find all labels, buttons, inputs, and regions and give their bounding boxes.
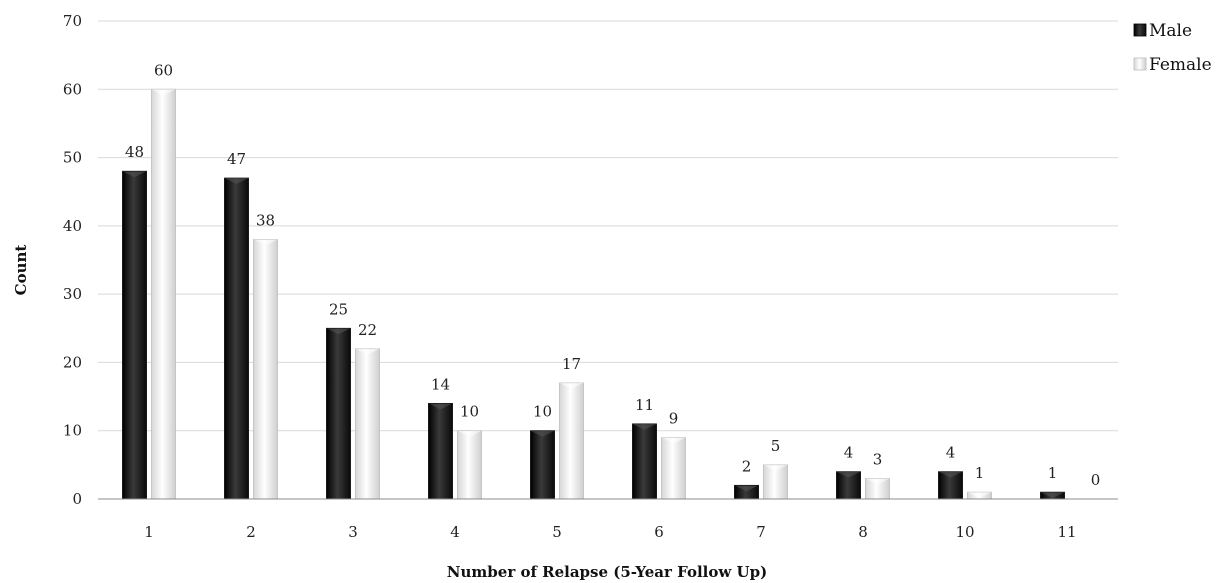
bar-female — [457, 430, 482, 500]
data-label-male: 11 — [635, 396, 654, 414]
y-tick-label: 50 — [63, 149, 82, 167]
bar-cap-male — [938, 471, 963, 478]
y-tick-label: 70 — [63, 12, 82, 30]
data-label-female: 1 — [975, 464, 985, 482]
bar-female — [253, 239, 278, 500]
x-tick-label: 6 — [654, 523, 664, 541]
legend-label-female: Female — [1149, 55, 1212, 75]
y-tick-label: 40 — [63, 217, 82, 235]
y-tick-label: 60 — [63, 80, 82, 98]
bar-cap-male — [836, 471, 861, 478]
data-label-male: 1 — [1048, 464, 1058, 482]
data-label-female: 60 — [154, 61, 173, 79]
bar-female — [661, 437, 686, 500]
data-label-female: 5 — [771, 437, 781, 455]
bar-female — [151, 88, 176, 500]
data-label-male: 4 — [844, 444, 854, 462]
bar-cap-male — [530, 430, 555, 437]
x-tick-label: 5 — [552, 523, 562, 541]
data-label-female: 9 — [669, 410, 679, 428]
x-tick-label: 2 — [246, 523, 256, 541]
y-tick-label: 10 — [63, 422, 82, 440]
bar-male — [428, 402, 453, 500]
x-tick-label: 7 — [756, 523, 766, 541]
x-tick-label: 8 — [858, 523, 868, 541]
bar-female — [559, 382, 584, 500]
bar-cap-female — [763, 464, 788, 471]
bar-cap-male — [734, 485, 759, 492]
bar-cap-female — [355, 348, 380, 355]
legend-swatch-male — [1133, 23, 1147, 37]
bar-male — [224, 177, 249, 500]
x-tick-label: 11 — [1057, 523, 1076, 541]
data-label-male: 25 — [329, 300, 348, 318]
y-tick-label: 0 — [72, 490, 82, 508]
data-label-male: 2 — [742, 457, 752, 475]
bar-male — [530, 430, 555, 500]
bar-cap-female — [457, 430, 482, 437]
data-label-female: 3 — [873, 451, 883, 469]
x-tick-label: 10 — [955, 523, 974, 541]
data-label-female: 22 — [358, 321, 377, 339]
bar-female — [355, 348, 380, 500]
y-tick-label: 20 — [63, 353, 82, 371]
bar-cap-male — [1040, 492, 1065, 499]
bar-cap-female — [151, 89, 176, 96]
bar-male — [326, 327, 351, 500]
bar-cap-male — [122, 171, 147, 178]
bar-cap-female — [865, 478, 890, 485]
x-axis-title: Number of Relapse (5-Year Follow Up) — [447, 563, 767, 581]
bar-cap-female — [661, 437, 686, 444]
bar-male — [632, 423, 657, 500]
data-label-female: 0 — [1091, 471, 1101, 489]
bar-cap-male — [428, 403, 453, 410]
y-axis-title: Count — [12, 245, 30, 296]
legend-swatch-female — [1133, 57, 1147, 71]
bar-cap-male — [224, 178, 249, 185]
bar-male — [122, 170, 147, 500]
data-label-female: 17 — [562, 355, 581, 373]
data-label-female: 10 — [460, 403, 479, 421]
data-label-male: 4 — [946, 444, 956, 462]
data-label-male: 48 — [125, 143, 144, 161]
data-label-male: 10 — [533, 403, 552, 421]
x-tick-label: 4 — [450, 523, 460, 541]
data-label-male: 47 — [227, 150, 246, 168]
data-label-female: 38 — [256, 212, 275, 230]
legend: Male Female — [1133, 21, 1212, 75]
data-label-male: 14 — [431, 375, 450, 393]
y-tick-label: 30 — [63, 285, 82, 303]
bar-cap-female — [253, 239, 278, 246]
bar-cap-female — [967, 492, 992, 499]
bar-cap-female — [559, 382, 584, 389]
x-tick-label: 1 — [144, 523, 154, 541]
legend-label-male: Male — [1149, 21, 1192, 41]
bar-cap-male — [632, 423, 657, 430]
x-tick-label: 3 — [348, 523, 358, 541]
bar-cap-male — [326, 328, 351, 335]
